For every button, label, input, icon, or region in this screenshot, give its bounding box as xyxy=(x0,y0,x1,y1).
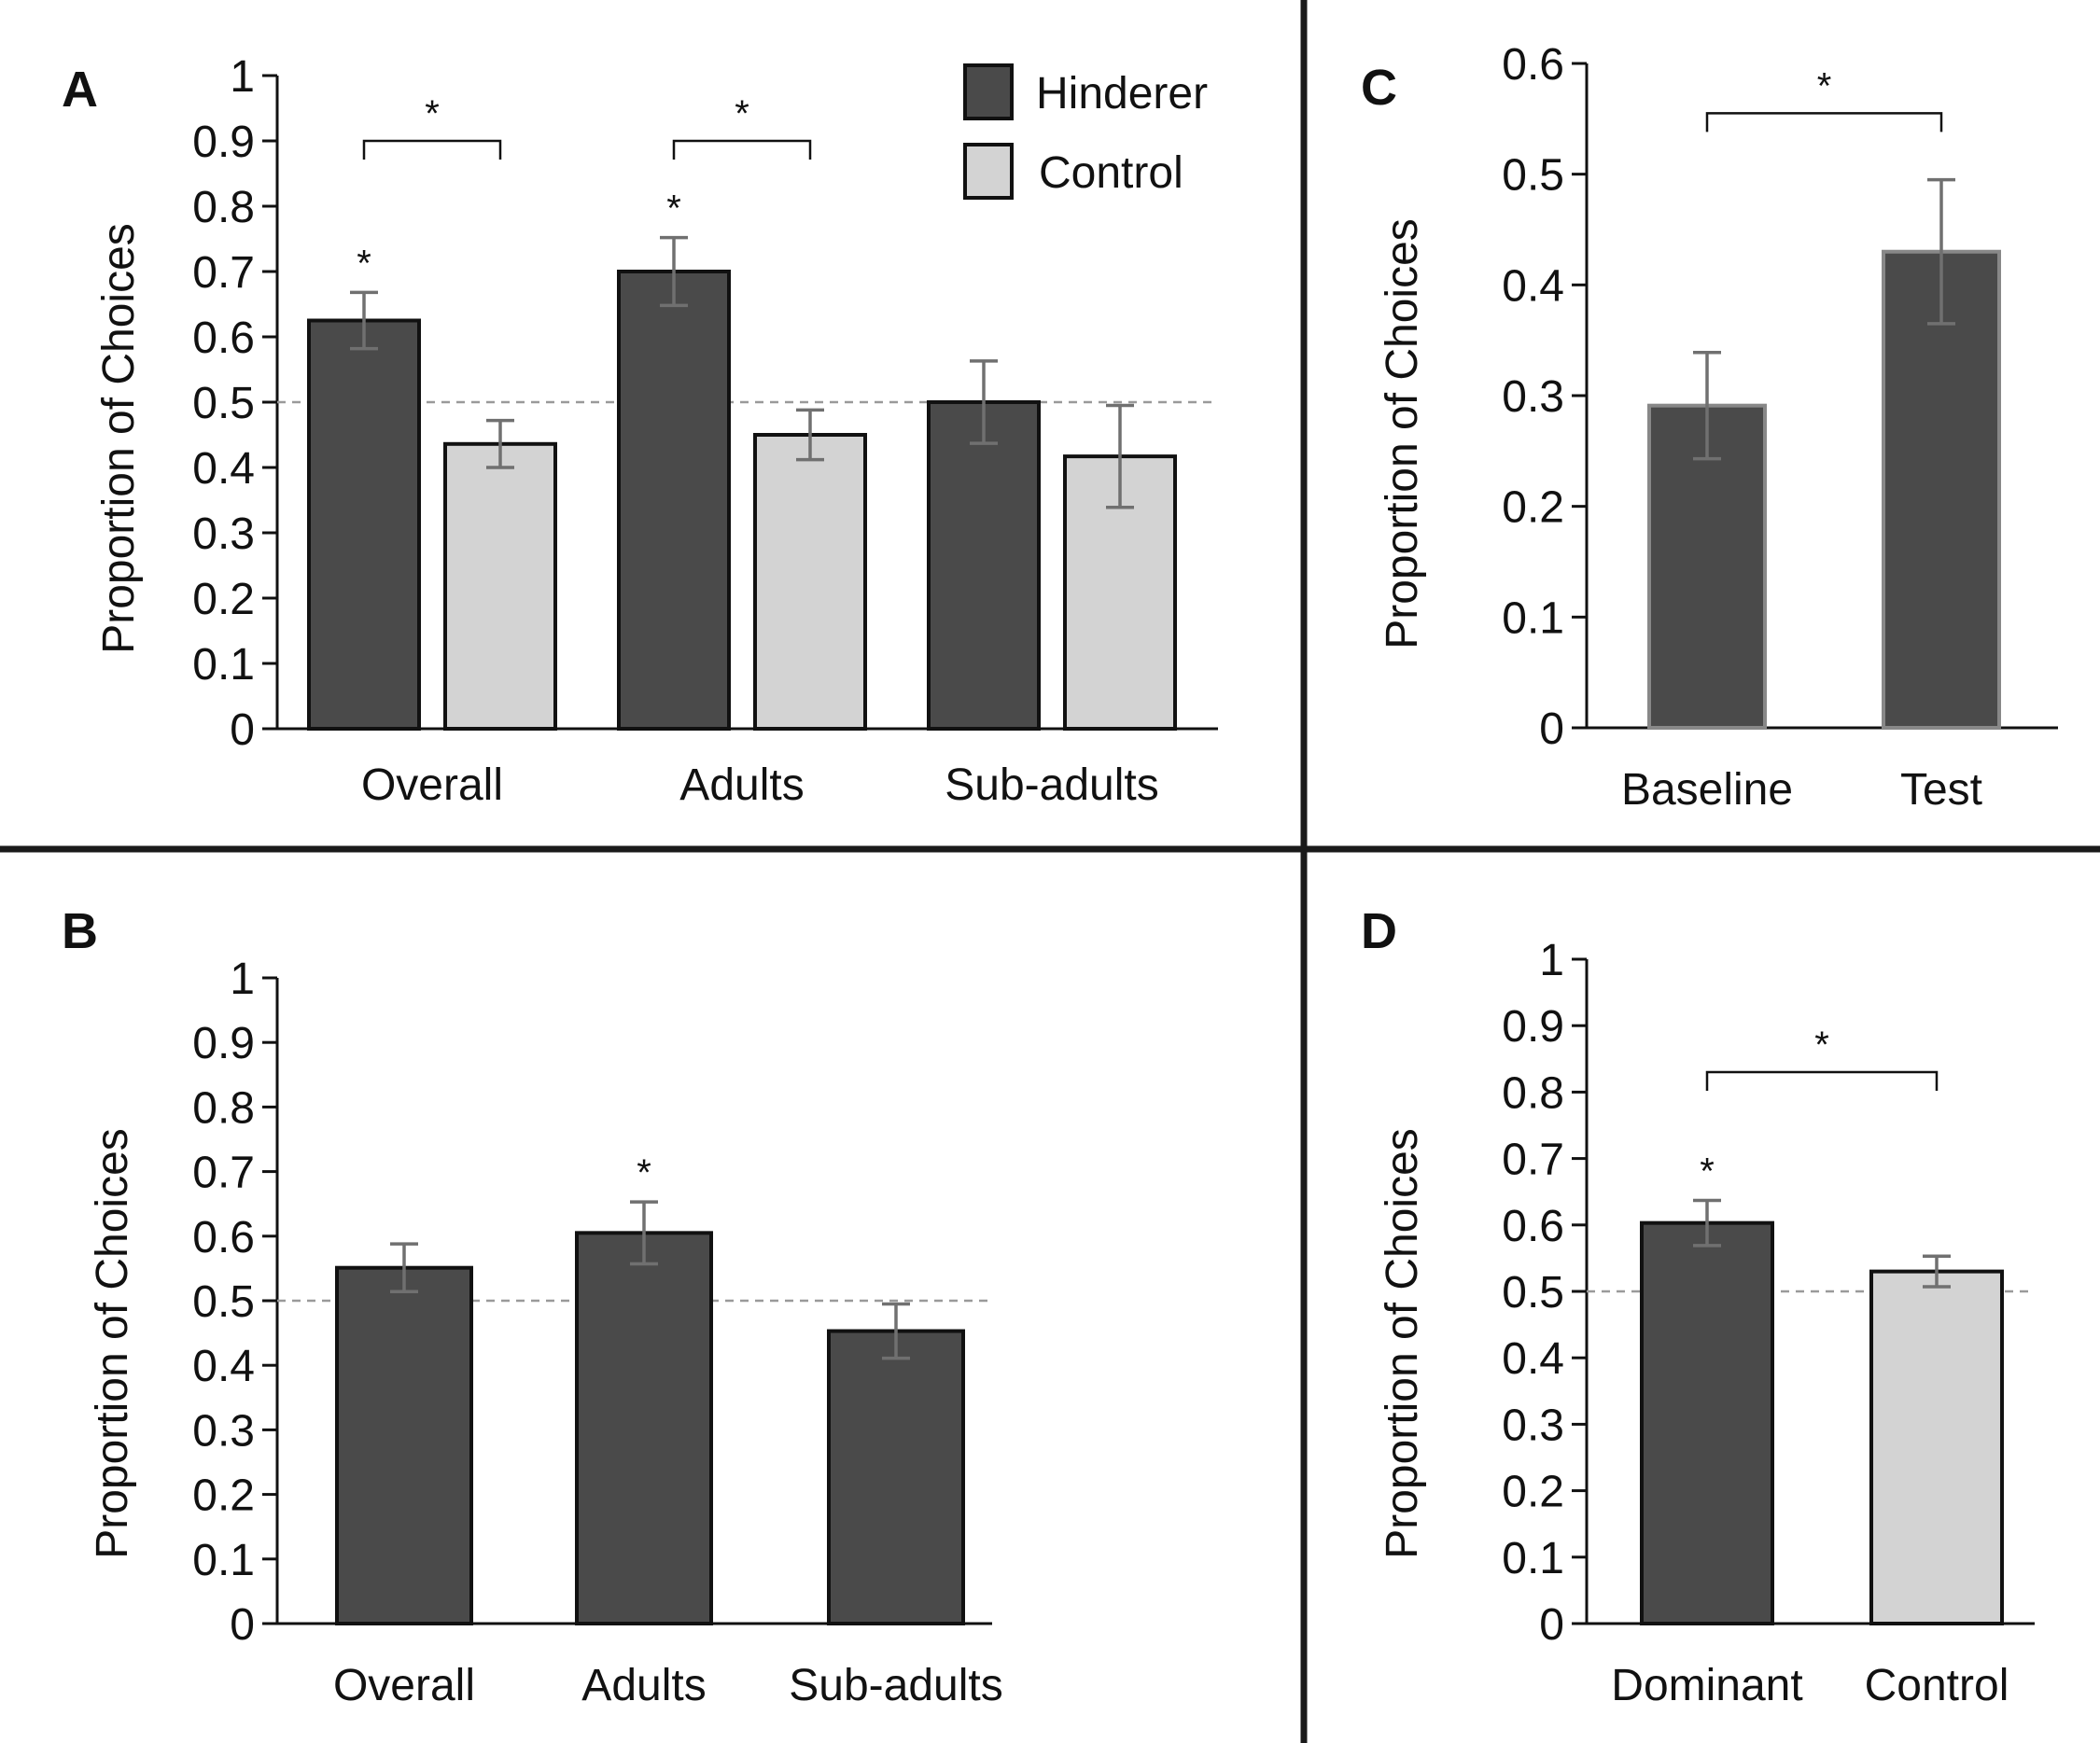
bar xyxy=(927,400,1041,731)
significance-star: * xyxy=(735,93,749,134)
y-axis-title-b: Proportion of Choices xyxy=(88,1128,137,1559)
y-tick-label: 1 xyxy=(230,955,255,1004)
y-tick-label: 0.1 xyxy=(1502,593,1564,643)
y-tick-label: 0.9 xyxy=(1502,1002,1564,1052)
y-tick-label: 0.5 xyxy=(192,1277,255,1327)
bar xyxy=(335,1265,473,1625)
y-tick-label: 1 xyxy=(1539,936,1564,985)
panel-letter-a: A xyxy=(62,62,98,118)
panel-letter-c: C xyxy=(1361,60,1397,116)
y-tick-label: 0 xyxy=(1539,704,1564,754)
y-tick-label: 0.5 xyxy=(192,379,255,428)
bar xyxy=(1869,1269,2004,1625)
y-tick-label: 0.3 xyxy=(192,1406,255,1456)
chart-panel-c: 0 0.1 0.2 0.3 0.4 0.5 0.6 Baseline Test * xyxy=(1502,40,2058,815)
y-tick-label: 0.8 xyxy=(1502,1068,1564,1118)
chart-panel-d: 0 0.1 0.2 0.3 0.4 0.5 0.6 0.7 0.8 0.9 1 Dominant Con… xyxy=(1502,936,2035,1710)
x-category-label: Control xyxy=(1865,1661,2009,1710)
x-category-label: Baseline xyxy=(1621,765,1793,815)
y-tick-label: 0.4 xyxy=(192,444,255,494)
x-category-label: Test xyxy=(1900,765,1982,815)
y-tick-label: 0.2 xyxy=(1502,1468,1564,1517)
legend-swatch-hinderer xyxy=(963,63,1014,120)
bar xyxy=(1647,403,1767,730)
significance-star: * xyxy=(1817,65,1832,106)
y-tick-label: 0.5 xyxy=(1502,151,1564,201)
y-tick-label: 0.7 xyxy=(192,248,255,298)
y-tick-label: 0 xyxy=(230,1600,255,1650)
y-tick-label: 0.3 xyxy=(192,509,255,559)
y-axis-title-c: Proportion of Choices xyxy=(1378,218,1427,649)
y-tick-label: 0.4 xyxy=(192,1342,255,1391)
y-tick-label: 0.3 xyxy=(1502,372,1564,422)
y-axis-title-a: Proportion of Choices xyxy=(94,223,144,654)
legend-label-hinderer: Hinderer xyxy=(1036,69,1208,119)
y-axis-title-d: Proportion of Choices xyxy=(1378,1128,1427,1559)
x-category-label: Overall xyxy=(333,1661,475,1710)
panel-letter-b: B xyxy=(62,903,98,959)
significance-bracket xyxy=(362,139,502,160)
y-tick-label: 0.8 xyxy=(192,183,255,232)
x-category-label: Overall xyxy=(361,760,503,810)
y-tick-label: 1 xyxy=(230,52,255,102)
bar xyxy=(617,270,731,731)
bar xyxy=(827,1329,965,1626)
legend-label-control: Control xyxy=(1039,148,1183,198)
y-tick-label: 0.6 xyxy=(1502,40,1564,90)
y-tick-label: 0.7 xyxy=(1502,1136,1564,1185)
y-tick-label: 0.7 xyxy=(192,1149,255,1198)
y-tick-label: 0.6 xyxy=(192,1213,255,1262)
significance-star: * xyxy=(1814,1025,1829,1066)
bar xyxy=(1882,249,2001,730)
significance-star: * xyxy=(637,1152,651,1193)
chart-panel-a: 0 0.1 0.2 0.3 0.4 0.5 0.6 0.7 0.8 0.9 1 Overall Adul… xyxy=(192,52,1218,810)
bar xyxy=(1640,1220,1774,1625)
significance-bracket xyxy=(1705,1070,1939,1092)
y-tick-label: 0.4 xyxy=(1502,1334,1564,1384)
chart-panel-b: 0 0.1 0.2 0.3 0.4 0.5 0.6 0.7 0.8 0.9 1 Overall Adul… xyxy=(192,955,1002,1710)
significance-star: * xyxy=(357,243,371,284)
x-category-label: Sub-adults xyxy=(945,760,1158,810)
x-category-label: Dominant xyxy=(1611,1661,1802,1710)
y-tick-label: 0.1 xyxy=(192,640,255,690)
legend-swatch-control xyxy=(963,143,1014,200)
y-tick-label: 0.9 xyxy=(192,118,255,167)
panel-letter-d: D xyxy=(1361,903,1397,959)
x-category-label: Sub-adults xyxy=(789,1661,1002,1710)
y-tick-label: 0 xyxy=(230,705,255,755)
y-tick-label: 0.6 xyxy=(1502,1202,1564,1251)
bar xyxy=(307,318,421,731)
y-tick-label: 0.3 xyxy=(1502,1401,1564,1450)
y-tick-label: 0.8 xyxy=(192,1083,255,1133)
y-tick-label: 0.5 xyxy=(1502,1268,1564,1318)
bar xyxy=(753,433,867,731)
significance-bracket xyxy=(672,139,812,160)
y-tick-label: 0.6 xyxy=(192,314,255,363)
x-category-label: Adults xyxy=(679,760,804,810)
significance-star: * xyxy=(1700,1150,1715,1192)
y-tick-label: 0.9 xyxy=(192,1019,255,1068)
y-tick-label: 0.1 xyxy=(192,1536,255,1585)
x-category-label: Adults xyxy=(581,1661,706,1710)
bar xyxy=(443,441,557,731)
y-tick-label: 0.2 xyxy=(192,1471,255,1521)
significance-bracket xyxy=(1705,112,1943,132)
y-tick-label: 0.2 xyxy=(192,575,255,624)
y-tick-label: 0.4 xyxy=(1502,261,1564,311)
significance-star: * xyxy=(425,93,440,134)
y-tick-label: 0 xyxy=(1539,1600,1564,1650)
y-tick-label: 0.2 xyxy=(1502,483,1564,533)
significance-star: * xyxy=(666,188,681,230)
y-tick-label: 0.1 xyxy=(1502,1534,1564,1583)
bar xyxy=(575,1231,713,1625)
